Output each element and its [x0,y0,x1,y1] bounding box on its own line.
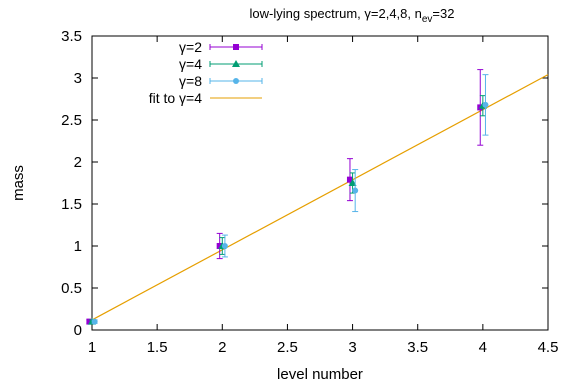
legend-label: γ=4 [179,56,202,72]
y-tick-label: 1.5 [61,196,82,213]
chart-title: low-lying spectrum, γ=2,4,8, nev=32 [250,6,455,25]
fit-line [92,75,548,320]
y-tick-label: 2.5 [61,112,82,129]
x-tick-label: 4 [479,339,487,356]
y-tick-label: 1 [74,238,82,255]
chart-title-tail: =32 [432,6,454,21]
fit-layer [92,75,548,320]
legend-label: γ=8 [179,73,202,89]
y-axis-label: mass [10,165,27,201]
x-tick-label: 4.5 [538,339,559,356]
x-tick-label: 3.5 [407,339,428,356]
x-tick-label: 2.5 [277,339,298,356]
y-tick-label: 3.5 [61,28,82,45]
y-axis: 0 0.5 1 1.5 2 2.5 3 3.5 [61,28,548,339]
legend-label: fit to γ=4 [149,90,203,106]
series-3 [92,75,489,325]
data-point [482,102,488,108]
data-point [92,319,98,325]
x-tick-label: 1 [88,339,96,356]
legend-marker [233,44,239,50]
series-layer [86,70,488,325]
plot-frame [92,36,548,330]
x-tick-label: 2 [218,339,226,356]
y-tick-label: 2 [74,154,82,171]
series-1 [86,70,483,325]
legend-marker [233,78,239,84]
data-point [352,188,358,194]
x-tick-label: 3 [348,339,356,356]
x-tick-label: 1.5 [147,339,168,356]
y-tick-label: 3 [74,70,82,87]
data-point [222,243,228,249]
y-tick-label: 0 [74,322,82,339]
x-axis-label: level number [277,366,363,383]
chart-title-main: low-lying spectrum, γ=2,4,8, n [250,6,422,21]
plot-area [92,36,548,330]
legend-label: γ=2 [179,39,202,55]
y-tick-label: 0.5 [61,280,82,297]
chart-title-subscript: ev [422,14,433,25]
